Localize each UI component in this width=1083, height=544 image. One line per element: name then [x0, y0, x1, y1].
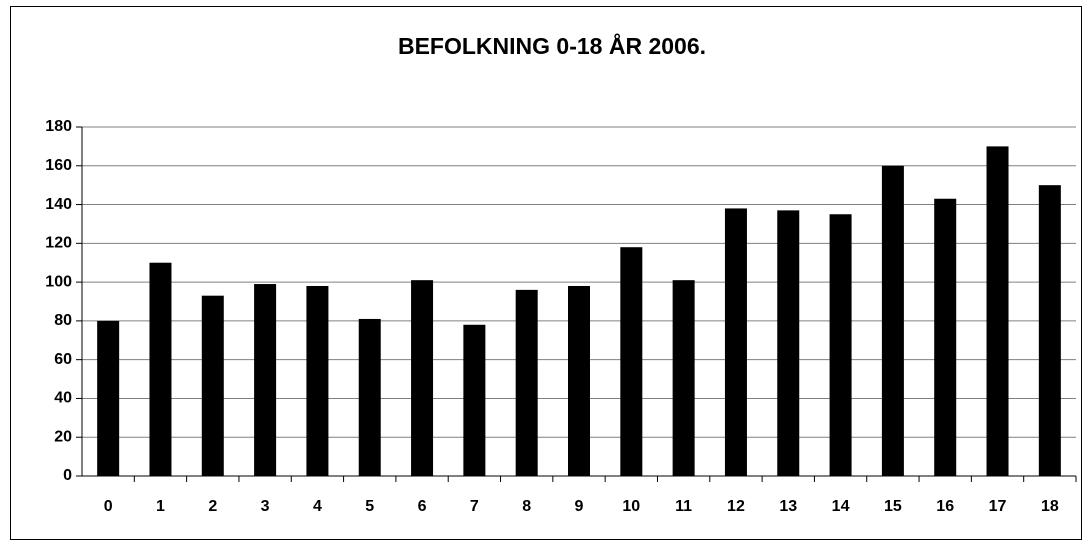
x-tick-label: 0 — [104, 498, 113, 515]
bar — [881, 165, 904, 476]
bar — [986, 146, 1009, 476]
bar — [306, 285, 329, 476]
x-tick-label: 9 — [575, 498, 584, 515]
chart-title: BEFOLKNING 0-18 ÅR 2006. — [398, 32, 706, 59]
bar — [254, 284, 277, 476]
x-tick-label: 8 — [522, 498, 531, 515]
bar — [777, 210, 800, 476]
x-tick-label: 12 — [727, 498, 745, 515]
x-tick-label: 4 — [313, 498, 322, 515]
x-tick-label: 17 — [989, 498, 1007, 515]
y-tick-label: 0 — [63, 467, 72, 484]
y-tick-label: 60 — [54, 351, 72, 368]
bar — [829, 214, 852, 476]
y-tick-label: 180 — [45, 118, 72, 135]
y-tick-label: 120 — [45, 235, 72, 252]
bar — [411, 280, 434, 476]
x-tick-label: 13 — [779, 498, 797, 515]
bar — [149, 262, 172, 476]
bar — [358, 318, 381, 476]
x-tick-label: 14 — [832, 498, 850, 515]
x-tick-label: 11 — [675, 498, 692, 515]
bar — [515, 289, 538, 476]
bar — [934, 198, 957, 476]
x-tick-label: 5 — [365, 498, 374, 515]
bar — [672, 280, 695, 476]
x-tick-label: 15 — [884, 498, 902, 515]
bar — [1038, 185, 1061, 476]
y-tick-label: 80 — [54, 312, 72, 329]
bar — [620, 247, 643, 476]
bar — [201, 295, 224, 476]
x-tick-label: 2 — [208, 498, 217, 515]
y-tick-label: 20 — [54, 428, 72, 445]
x-tick-label: 16 — [936, 498, 954, 515]
x-tick-label: 10 — [622, 498, 640, 515]
x-tick-label: 1 — [156, 498, 165, 515]
bar — [568, 285, 590, 476]
x-tick-label: 6 — [418, 498, 427, 515]
x-tick-label: 7 — [470, 498, 479, 515]
y-tick-label: 40 — [54, 390, 72, 407]
y-tick-label: 100 — [45, 273, 72, 290]
x-tick-label: 18 — [1041, 498, 1059, 515]
y-tick-label: 160 — [45, 157, 72, 174]
bar — [463, 324, 486, 476]
bar — [724, 208, 747, 476]
y-tick-label: 140 — [45, 196, 72, 213]
bar — [97, 320, 120, 476]
x-tick-label: 3 — [261, 498, 270, 515]
